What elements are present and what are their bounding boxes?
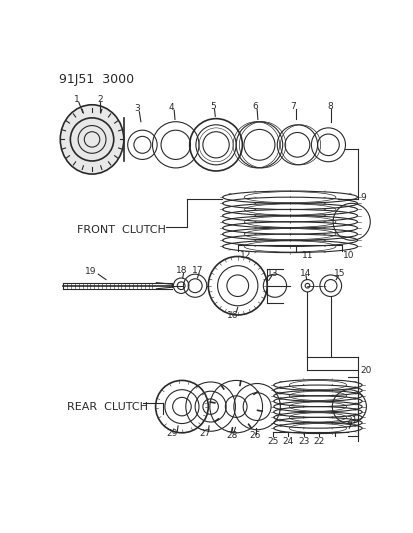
Text: 91J51  3000: 91J51 3000 [59, 73, 134, 86]
Text: 2: 2 [97, 95, 102, 104]
Text: 25: 25 [266, 437, 278, 446]
Text: 14: 14 [299, 269, 310, 278]
Ellipse shape [60, 105, 123, 174]
Text: 22: 22 [313, 437, 324, 446]
Text: 10: 10 [342, 251, 354, 260]
Text: 9: 9 [359, 192, 365, 201]
Text: 3: 3 [134, 104, 140, 113]
Text: 29: 29 [166, 429, 177, 438]
Text: 1: 1 [74, 95, 79, 104]
Text: 26: 26 [249, 431, 260, 440]
Text: 4: 4 [169, 102, 174, 111]
Text: 13: 13 [266, 269, 278, 278]
Text: 15: 15 [333, 269, 345, 278]
Text: 20: 20 [359, 366, 371, 375]
Text: 5: 5 [209, 102, 215, 111]
Text: 16: 16 [226, 311, 237, 320]
Text: 23: 23 [297, 437, 309, 446]
Text: 21: 21 [345, 416, 356, 425]
Text: REAR  CLUTCH: REAR CLUTCH [67, 401, 148, 411]
Text: 11: 11 [301, 251, 313, 260]
Text: 8: 8 [327, 102, 333, 111]
Text: 28: 28 [225, 431, 237, 440]
Text: 6: 6 [252, 102, 257, 111]
Text: 17: 17 [191, 266, 203, 275]
Text: 24: 24 [282, 437, 293, 446]
Text: 27: 27 [199, 429, 210, 438]
Text: 19: 19 [85, 268, 96, 276]
Text: FRONT  CLUTCH: FRONT CLUTCH [77, 224, 166, 235]
Text: 7: 7 [290, 102, 296, 111]
Text: 18: 18 [176, 266, 187, 275]
Text: 12: 12 [239, 251, 251, 260]
